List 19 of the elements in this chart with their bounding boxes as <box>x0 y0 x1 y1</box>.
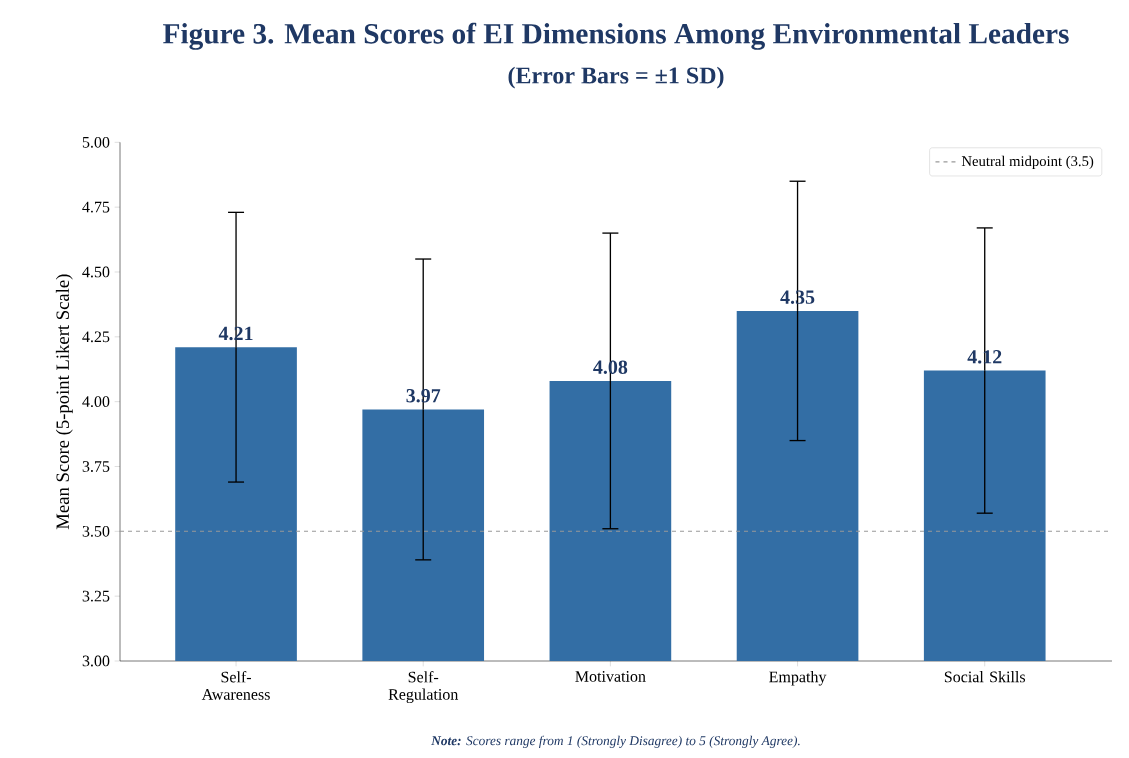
chart-subtitle: (Error Bars = ±1 SD) <box>508 66 724 89</box>
x-tick-label: Self-Regulation <box>388 671 459 704</box>
legend-label: Neutral midpoint (3.5) <box>961 155 1094 170</box>
x-tick-label: Social Skills <box>944 671 1026 683</box>
y-tick-label: 3.50 <box>82 525 110 537</box>
y-axis-title: Mean Score (5-point Likert Scale) <box>55 274 73 530</box>
y-tick-label: 3.75 <box>82 461 110 472</box>
y-tick-label: 4.00 <box>82 396 110 408</box>
y-tick-label: 4.75 <box>82 201 110 213</box>
x-tick-label: Self-Awareness <box>201 671 270 700</box>
text: Note: Scores range from 1 (Strongly Disagree) to 5 (Strongly Agree). <box>431 735 800 748</box>
y-tick-label: 4.25 <box>82 331 110 343</box>
chart-title: Figure 3. Mean Scores of EI Dimensions Among Environmental Leaders <box>163 22 1069 50</box>
y-tick-label: 3.00 <box>82 655 110 667</box>
y-tick-label: 5.00 <box>82 136 110 148</box>
x-tick-label: Empathy <box>769 671 827 686</box>
y-tick-label: 4.50 <box>82 266 110 278</box>
y-tick-label: 3.25 <box>82 590 110 602</box>
x-tick-label: Motivation <box>575 671 646 682</box>
